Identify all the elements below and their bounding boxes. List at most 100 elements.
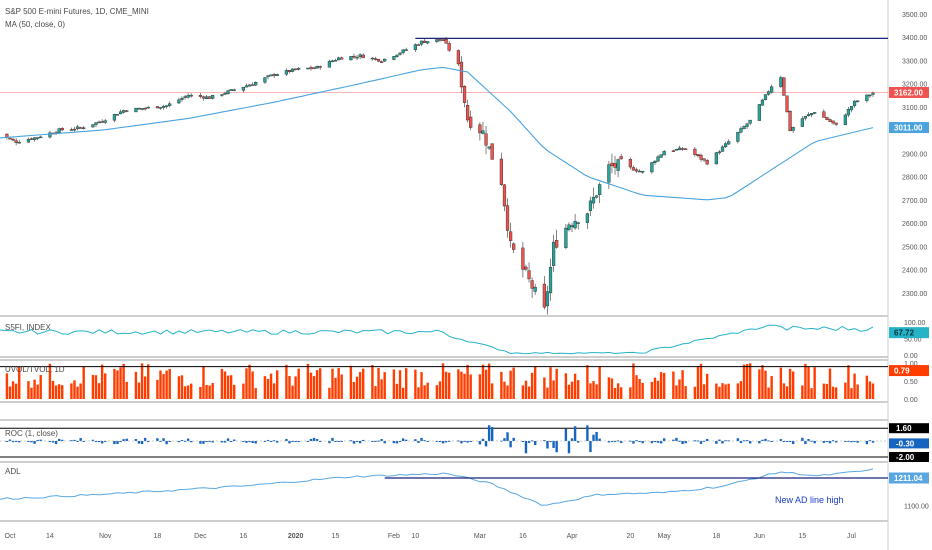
uvol-bar[interactable] bbox=[825, 383, 829, 399]
candle[interactable] bbox=[865, 94, 869, 103]
roc-bar[interactable] bbox=[834, 441, 838, 443]
roc-bar[interactable] bbox=[576, 441, 580, 443]
roc-bar[interactable] bbox=[699, 441, 703, 444]
roc-bar[interactable] bbox=[248, 441, 251, 443]
candle[interactable] bbox=[490, 143, 494, 160]
roc-bar[interactable] bbox=[199, 441, 202, 444]
roc-bar[interactable] bbox=[804, 441, 807, 445]
roc-bar[interactable] bbox=[589, 441, 592, 453]
uvol-bar[interactable] bbox=[392, 369, 396, 399]
uvol-bar[interactable] bbox=[478, 374, 482, 399]
candle[interactable] bbox=[330, 59, 335, 63]
candle[interactable] bbox=[641, 170, 645, 174]
uvol-bar[interactable] bbox=[143, 376, 147, 399]
roc-bar[interactable] bbox=[254, 441, 257, 444]
uvol-bar[interactable] bbox=[847, 365, 850, 399]
candle[interactable] bbox=[527, 262, 531, 283]
candle[interactable] bbox=[247, 83, 252, 87]
candle[interactable] bbox=[653, 160, 657, 166]
uvol-bar[interactable] bbox=[678, 379, 681, 399]
roc-bar[interactable] bbox=[54, 441, 58, 445]
uvol-bar[interactable] bbox=[374, 386, 377, 399]
uvol-bar[interactable] bbox=[377, 367, 380, 399]
roc-bar[interactable] bbox=[764, 438, 767, 441]
candle[interactable] bbox=[828, 118, 832, 123]
roc-bar[interactable] bbox=[481, 438, 485, 441]
uvol-bar[interactable] bbox=[94, 375, 98, 399]
roc-bar[interactable] bbox=[613, 440, 617, 442]
uvol-bar[interactable] bbox=[527, 386, 531, 399]
uvol-bar[interactable] bbox=[788, 368, 792, 399]
candle[interactable] bbox=[555, 229, 559, 249]
uvol-bar[interactable] bbox=[801, 385, 804, 399]
roc-bar[interactable] bbox=[156, 438, 159, 441]
candle[interactable] bbox=[822, 109, 826, 118]
candle[interactable] bbox=[186, 92, 190, 99]
candle[interactable] bbox=[241, 86, 246, 93]
candle[interactable] bbox=[444, 36, 448, 44]
roc-bar[interactable] bbox=[297, 441, 300, 442]
uvol-bar[interactable] bbox=[868, 381, 872, 399]
uvol-bar[interactable] bbox=[426, 382, 429, 399]
uvol-bar[interactable] bbox=[745, 364, 749, 399]
candle[interactable] bbox=[32, 137, 37, 142]
uvol-bar[interactable] bbox=[414, 369, 417, 399]
uvol-bar[interactable] bbox=[543, 377, 546, 399]
roc-bar[interactable] bbox=[487, 425, 491, 441]
uvol-bar[interactable] bbox=[791, 371, 795, 399]
uvol-bar[interactable] bbox=[79, 383, 82, 399]
roc-bar[interactable] bbox=[100, 441, 104, 444]
uvol-bar[interactable] bbox=[263, 376, 267, 399]
uvol-bar[interactable] bbox=[291, 385, 294, 399]
uvol-bar[interactable] bbox=[705, 373, 709, 399]
roc-bar[interactable] bbox=[672, 439, 675, 441]
candle[interactable] bbox=[383, 58, 387, 62]
uvol-bar[interactable] bbox=[834, 387, 838, 399]
roc-bar[interactable] bbox=[705, 439, 709, 441]
uvol-bar[interactable] bbox=[147, 364, 150, 399]
roc-bar[interactable] bbox=[813, 441, 816, 444]
uvol-bar[interactable] bbox=[696, 366, 700, 399]
candle[interactable] bbox=[671, 149, 675, 152]
roc-bar[interactable] bbox=[490, 427, 494, 441]
roc-bar[interactable] bbox=[263, 441, 267, 442]
sdol-line[interactable] bbox=[0, 324, 874, 355]
roc-bar[interactable] bbox=[352, 441, 356, 444]
candle[interactable] bbox=[226, 89, 230, 95]
uvol-bar[interactable] bbox=[484, 369, 488, 399]
uvol-bar[interactable] bbox=[122, 363, 125, 399]
roc-bar[interactable] bbox=[616, 440, 620, 442]
candle[interactable] bbox=[122, 109, 126, 114]
uvol-bar[interactable] bbox=[509, 370, 512, 399]
uvol-bar[interactable] bbox=[865, 375, 869, 399]
uvol-bar[interactable] bbox=[315, 370, 319, 399]
candle[interactable] bbox=[229, 89, 233, 91]
roc-bar[interactable] bbox=[610, 441, 614, 442]
roc-bar[interactable] bbox=[147, 441, 150, 443]
uvol-bar[interactable] bbox=[592, 381, 595, 399]
roc-bar[interactable] bbox=[853, 441, 856, 442]
uvol-bar[interactable] bbox=[417, 387, 420, 399]
candle[interactable] bbox=[337, 56, 341, 61]
roc-bar[interactable] bbox=[770, 441, 773, 442]
uvol-bar[interactable] bbox=[521, 385, 525, 399]
roc-bar[interactable] bbox=[309, 438, 313, 441]
uvol-bar[interactable] bbox=[168, 368, 171, 399]
roc-bar[interactable] bbox=[51, 441, 55, 443]
uvol-bar[interactable] bbox=[742, 364, 746, 399]
uvol-bar[interactable] bbox=[506, 385, 509, 399]
roc-bar[interactable] bbox=[208, 440, 211, 442]
uvol-bar[interactable] bbox=[613, 388, 617, 399]
uvol-bar[interactable] bbox=[186, 385, 190, 399]
roc-bar[interactable] bbox=[374, 440, 377, 442]
candle[interactable] bbox=[75, 124, 80, 131]
candle[interactable] bbox=[125, 110, 129, 113]
roc-bar[interactable] bbox=[850, 441, 853, 443]
candle[interactable] bbox=[287, 69, 292, 74]
uvol-bar[interactable] bbox=[524, 380, 528, 399]
roc-bar[interactable] bbox=[162, 438, 165, 441]
uvol-bar[interactable] bbox=[183, 386, 187, 399]
candle[interactable] bbox=[813, 111, 817, 115]
roc-bar[interactable] bbox=[549, 441, 552, 442]
roc-bar[interactable] bbox=[36, 439, 39, 441]
